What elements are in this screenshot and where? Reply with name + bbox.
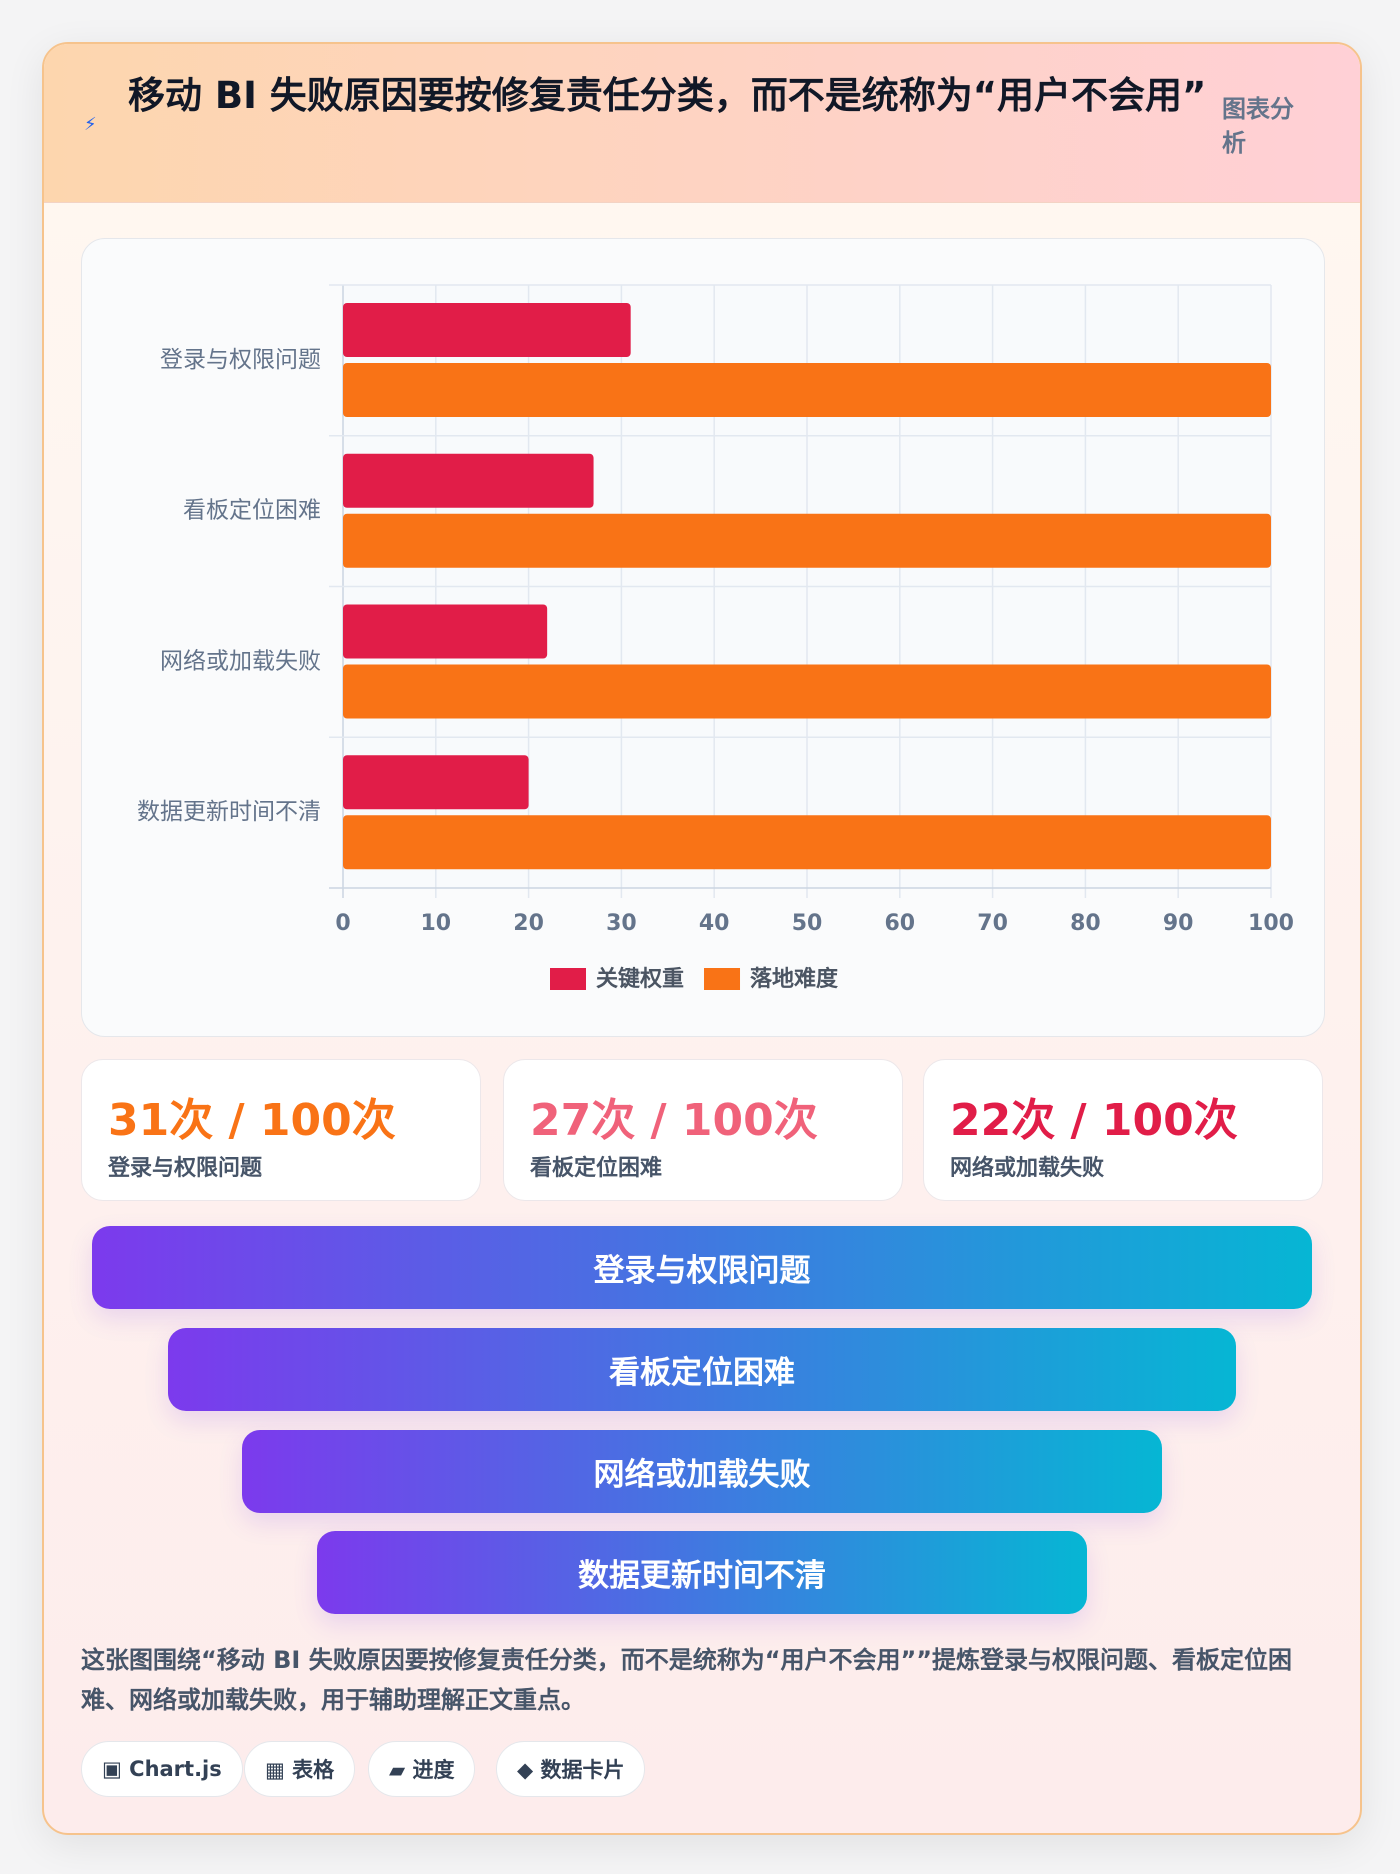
- y-tick-label: 登录与权限问题: [160, 347, 321, 373]
- tag: ▦ 表格: [244, 1741, 356, 1797]
- y-tick-label: 网络或加载失败: [160, 648, 321, 674]
- stat-label: 看板定位困难: [530, 1156, 663, 1181]
- x-tick-label: 80: [1070, 911, 1101, 936]
- stat-card: 22次 / 100次网络或加载失败: [923, 1059, 1323, 1201]
- y-tick-label: 数据更新时间不清: [137, 799, 321, 825]
- legend-label: 落地难度: [750, 966, 839, 992]
- x-tick-label: 70: [977, 911, 1008, 936]
- chart: 0 10 20 30 40 50 60 70 80 90 100 登录与权限问题看板定位困难网络或加载…: [137, 284, 1294, 992]
- x-tick-label: 0: [335, 911, 350, 936]
- y-tick-label: 看板定位困难: [183, 498, 321, 524]
- stat-value: 27次 / 100次: [530, 1095, 818, 1146]
- x-tick-label: 20: [513, 911, 544, 936]
- x-tick-label: 50: [792, 911, 823, 936]
- bar: [343, 303, 631, 357]
- funnel-step: 登录与权限问题: [92, 1226, 1312, 1309]
- x-tick-label: 30: [606, 911, 637, 936]
- description: 这张图围绕“移动 BI 失败原因要按修复责任分类，而不是统称为“用户不会用””提…: [81, 1646, 1293, 1714]
- bar: [343, 755, 529, 810]
- x-tick-label: 40: [699, 911, 730, 936]
- tag: ▣ Chart.js: [81, 1741, 243, 1797]
- bar: [343, 664, 1271, 719]
- bar: [343, 513, 1271, 568]
- bar: [343, 604, 548, 659]
- funnel-step: 数据更新时间不清: [317, 1531, 1087, 1614]
- bar: [343, 453, 594, 508]
- x-tick-label: 10: [420, 911, 451, 936]
- x-tick-label: 100: [1248, 911, 1294, 936]
- stat-card: 31次 / 100次登录与权限问题: [81, 1059, 481, 1201]
- tag: ▰ 进度: [368, 1741, 476, 1797]
- title: 移动 BI 失败原因要按修复责任分类，而不是统称为“用户不会用”: [128, 74, 1207, 117]
- header: ⚡ 移动 BI 失败原因要按修复责任分类，而不是统称为“用户不会用” 图表分析: [44, 44, 1360, 203]
- stat-label: 网络或加载失败: [950, 1156, 1105, 1181]
- header-icon: ⚡: [84, 114, 97, 135]
- stat-value: 31次 / 100次: [108, 1095, 396, 1146]
- tag: ◆ 数据卡片: [496, 1741, 646, 1797]
- legend-swatch: [550, 968, 586, 990]
- card: ⚡ 移动 BI 失败原因要按修复责任分类，而不是统称为“用户不会用” 图表分析 …: [42, 42, 1362, 1835]
- bar: [343, 815, 1271, 870]
- funnel-step: 网络或加载失败: [242, 1430, 1162, 1513]
- x-tick-label: 90: [1163, 911, 1194, 936]
- x-tick-label: 60: [884, 911, 915, 936]
- chart-panel: 0 10 20 30 40 50 60 70 80 90 100 登录与权限问题看板定位困难网络或加载…: [81, 238, 1325, 1037]
- legend-label: 关键权重: [596, 966, 684, 992]
- bar: [343, 363, 1271, 417]
- stat-card: 27次 / 100次看板定位困难: [503, 1059, 903, 1201]
- legend-swatch: [704, 968, 741, 990]
- stat-label: 登录与权限问题: [108, 1156, 263, 1181]
- stat-value: 22次 / 100次: [950, 1095, 1238, 1146]
- badge: 图表分析: [1222, 95, 1294, 157]
- funnel-step: 看板定位困难: [168, 1328, 1236, 1411]
